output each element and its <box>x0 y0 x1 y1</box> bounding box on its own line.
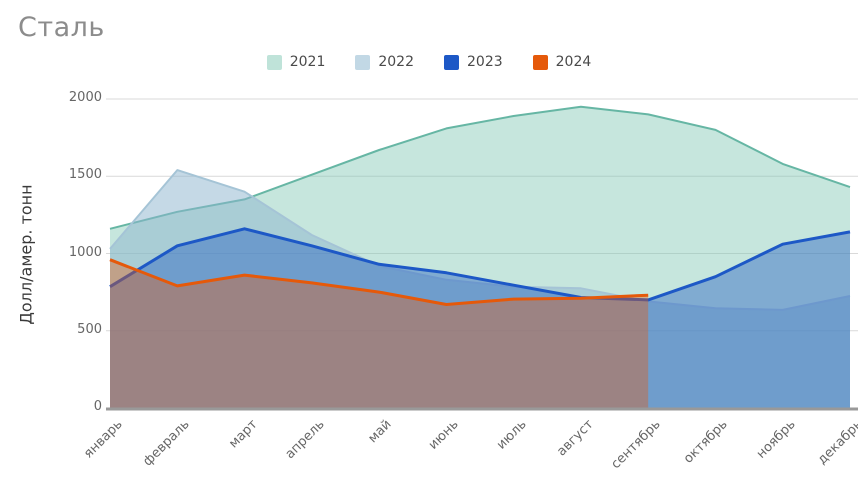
legend-label: 2022 <box>378 54 414 70</box>
legend-label: 2021 <box>289 54 326 70</box>
legend-label: 2023 <box>467 54 503 70</box>
legend-swatch <box>355 54 371 70</box>
legend-label: 2024 <box>555 54 592 70</box>
y-tick-label: 1500 <box>68 167 102 183</box>
series-line-2024 <box>109 258 649 306</box>
y-tick-label: 1000 <box>68 244 102 260</box>
chart-title: Сталь <box>18 12 105 43</box>
y-tick-label: 2000 <box>68 90 102 105</box>
legend-item-2021[interactable]: 2021 <box>266 54 326 70</box>
series-line-2023 <box>109 227 851 302</box>
legend-item-2024[interactable]: 2024 <box>532 54 592 70</box>
legend-swatch <box>532 54 548 70</box>
y-tick-label: 0 <box>93 399 102 414</box>
y-tick-label: 500 <box>77 321 102 337</box>
area-fill-2022 <box>110 170 850 408</box>
legend: 2021 2022 2023 2024 <box>0 54 858 70</box>
area-series <box>109 105 851 408</box>
series-line-2022 <box>109 169 851 311</box>
legend-item-2022[interactable]: 2022 <box>355 54 414 70</box>
y-axis-title: Долл/амер. тонн <box>16 184 36 325</box>
area-fill-2023 <box>110 228 850 408</box>
area-fill-2024 <box>110 259 649 408</box>
legend-item-2023[interactable]: 2023 <box>444 54 503 70</box>
legend-swatch <box>444 54 459 70</box>
legend-swatch <box>266 54 282 70</box>
